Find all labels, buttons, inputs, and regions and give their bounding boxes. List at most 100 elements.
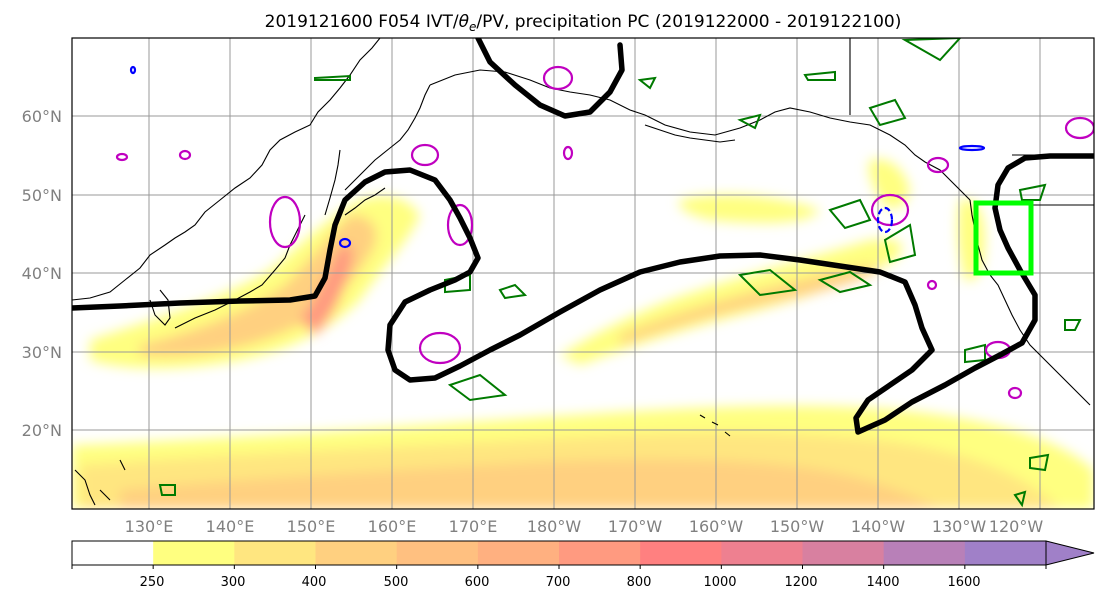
precip-plume-west-core	[300, 244, 353, 335]
colorbar-swatch	[559, 541, 641, 565]
longitude-axis: 130°E 140°E 150°E 160°E 170°E 180°W 170°…	[125, 517, 1044, 536]
colorbar-tick-label: 500	[384, 575, 409, 590]
colorbar-tick-label: 1200	[784, 575, 817, 590]
colorbar-tick-label: 600	[465, 575, 490, 590]
theta-e-contour	[637, 76, 657, 90]
colorbar-tick-label: 1000	[703, 575, 736, 590]
coast-korea	[149, 289, 171, 326]
map-frame	[71, 37, 1095, 510]
coast-kurils	[344, 187, 386, 216]
lon-label: 150°W	[770, 517, 825, 536]
pv-contour-magenta	[1064, 116, 1094, 140]
lon-label: 180°W	[527, 517, 582, 536]
pv-contour-magenta	[562, 145, 574, 161]
theta-e-contour	[1013, 490, 1027, 508]
colorbar-tick-label: 700	[546, 575, 571, 590]
lon-label: 170°E	[449, 517, 498, 536]
precip-shading	[72, 159, 1094, 509]
ivt-contour-north	[475, 38, 625, 119]
pv-contour-magenta	[926, 156, 950, 174]
lon-label: 140°W	[851, 517, 906, 536]
lon-label: 130°E	[125, 517, 174, 536]
pv-contour-blue	[338, 237, 352, 249]
colorbar-swatch	[72, 541, 154, 565]
pv-contour-magenta	[926, 279, 938, 291]
colorbar-swatch	[477, 541, 560, 565]
colorbar-tick-label: 800	[627, 575, 652, 590]
colorbar-tick-label: 300	[221, 575, 246, 590]
theta-e-contours	[158, 38, 1082, 508]
lon-label: 120°W	[989, 517, 1044, 536]
latitude-axis: 20°N 30°N 40°N 50°N 60°N	[22, 107, 62, 440]
colorbar-tick-label: 250	[140, 575, 165, 590]
lon-label: 140°E	[206, 517, 255, 536]
target-region-box	[973, 200, 1034, 276]
theta-e-contour	[803, 70, 836, 81]
colorbar-swatch	[153, 541, 235, 565]
theta-e-contour	[498, 283, 528, 300]
lat-label: 50°N	[22, 186, 62, 205]
colorbar-extend-arrow	[1045, 540, 1095, 566]
colorbar-swatch	[640, 541, 722, 565]
colorbar-swatch	[396, 541, 479, 565]
pv-contour-magenta	[268, 195, 302, 249]
lat-label: 20°N	[22, 421, 62, 440]
lon-label: 150°E	[287, 517, 336, 536]
theta-e-contour	[901, 38, 962, 62]
theta-e-contour	[817, 270, 873, 294]
coast-philippines	[74, 459, 126, 506]
colorbar-swatch	[964, 541, 1047, 565]
colorbar: 250 300 400 500 600 700 800 1000 1200 14…	[71, 540, 1095, 590]
colorbar-swatch	[234, 541, 316, 565]
pv-contour-blue	[129, 65, 137, 75]
theta-e-contour	[158, 484, 176, 496]
ivt-contours	[72, 38, 1094, 435]
pv-contour-magenta	[446, 203, 474, 247]
coast-sakhalin	[324, 149, 341, 216]
theta-e-contour	[1064, 319, 1082, 331]
colorbar-tick-label: 1600	[947, 575, 980, 590]
precip-north-band	[679, 194, 820, 223]
precip-band-tropical-core	[120, 459, 940, 509]
coast-alaska	[644, 107, 971, 201]
figure-title: 2019121600 F054 IVT/θe/PV, precipitation…	[265, 12, 902, 34]
lon-label: 170°W	[608, 517, 663, 536]
coast-japan	[174, 214, 306, 329]
lon-label: 130°W	[932, 517, 987, 536]
theta-e-contour	[447, 373, 508, 402]
lat-label: 60°N	[22, 107, 62, 126]
colorbar-tick-label: 400	[302, 575, 327, 590]
lon-label: 160°E	[368, 517, 417, 536]
lat-label: 40°N	[22, 264, 62, 283]
theta-e-contour	[828, 198, 872, 230]
theta-e-contour	[883, 223, 917, 264]
pv-contour-magenta	[1007, 386, 1023, 400]
pv-contour-magenta	[178, 149, 192, 161]
pv-contour-magenta	[115, 152, 129, 162]
map-panel	[71, 37, 1095, 510]
pv-contour-magenta	[418, 331, 462, 365]
colorbar-tick-label: 1400	[866, 575, 899, 590]
coast-hawaii	[699, 414, 731, 437]
theta-e-contour	[868, 98, 907, 127]
colorbar-ticks	[71, 565, 1047, 569]
theta-e-contour	[737, 113, 762, 130]
pv-contour-magenta	[410, 143, 440, 167]
coast-asia-mainland	[72, 38, 381, 301]
colorbar-swatch	[883, 541, 966, 565]
theta-e-contour	[1018, 183, 1047, 201]
pv-contour-magenta	[870, 193, 910, 227]
lon-label: 160°W	[689, 517, 744, 536]
precip-plume-central-mid	[620, 266, 880, 345]
theta-e-contour	[737, 268, 798, 297]
pv-contour-magenta	[542, 65, 574, 91]
lat-label: 30°N	[22, 343, 62, 362]
colorbar-swatch	[721, 541, 803, 565]
colorbar-swatches	[72, 541, 1047, 565]
pv-contour-blue	[876, 206, 894, 234]
coast-aleutians	[644, 124, 736, 143]
theta-e-contour	[1029, 453, 1050, 472]
ivt-contour-west	[72, 153, 1094, 435]
colorbar-tick-labels: 250 300 400 500 600 700 800 1000 1200 14…	[140, 575, 981, 590]
